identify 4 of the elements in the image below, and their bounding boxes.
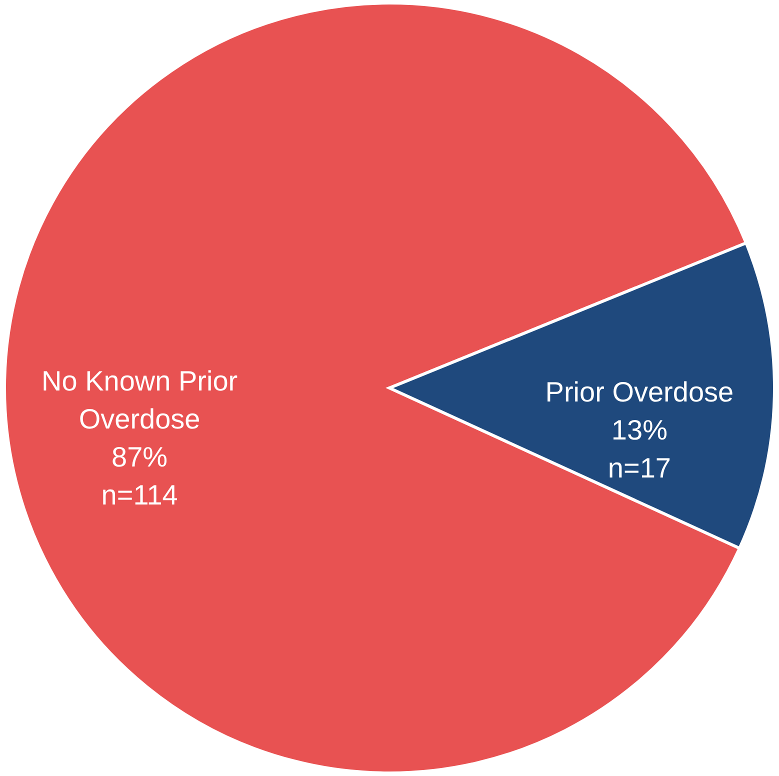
slice-label: No Known Prior Overdose bbox=[42, 366, 238, 435]
data-label: 13% n=17 bbox=[608, 414, 671, 484]
slice-label: Prior Overdose bbox=[545, 376, 734, 408]
data-label: 87% n=114 bbox=[101, 442, 178, 511]
